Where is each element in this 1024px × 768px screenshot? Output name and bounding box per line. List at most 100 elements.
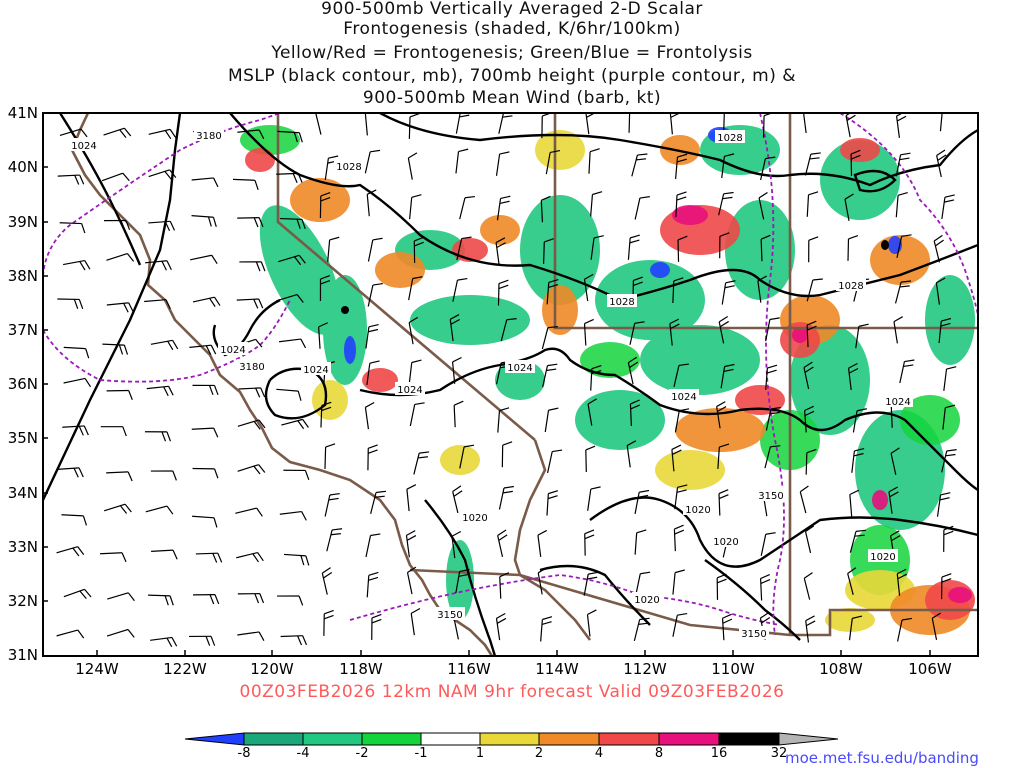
wind-barb-flag <box>210 344 217 355</box>
wind-barb-shaft <box>672 280 675 303</box>
wind-barb-flag <box>672 449 682 455</box>
wind-barb-shaft <box>547 451 553 474</box>
wind-barb-shaft <box>805 620 810 643</box>
wind-barb-flag <box>676 191 687 196</box>
wind-barb-flag <box>255 261 261 272</box>
wind-barb-flag <box>214 594 220 605</box>
wind-barb-flag <box>120 220 126 231</box>
wind-barb-flag <box>935 239 944 247</box>
wind-barb-flag <box>213 385 219 396</box>
wind-barb-flag <box>592 191 603 196</box>
wind-barb-shaft <box>63 346 86 350</box>
colorbar-label-32: 32 <box>770 746 788 761</box>
wind-barb-flag <box>544 238 554 243</box>
wind-barb-flag <box>904 359 915 363</box>
wind-barb-flag <box>945 453 956 457</box>
wind-barb-flag <box>848 362 858 369</box>
wind-barb-shaft <box>366 363 371 386</box>
wind-barb-flag <box>496 612 506 619</box>
wind-barb-shaft <box>321 573 328 595</box>
wind-barb-flag <box>127 592 135 602</box>
wind-barb-flag <box>587 576 598 580</box>
wind-barb-flag <box>298 595 304 606</box>
lon-label-114w: 114W <box>535 660 579 678</box>
wind-barb-flag <box>260 261 266 272</box>
wind-barb-flag <box>537 567 548 574</box>
height-contour-label-bg <box>237 359 267 372</box>
wind-barb-shaft <box>629 323 636 345</box>
wind-barb-shaft <box>495 153 501 176</box>
wind-barb-flag <box>460 110 470 112</box>
wind-barb-shaft <box>717 446 720 470</box>
wind-barb-flag <box>936 149 946 156</box>
wind-barb-flag <box>724 363 735 368</box>
mslp-contour-label-bg <box>883 394 913 407</box>
wind-barb-flag <box>257 552 264 562</box>
wind-barb-flag <box>83 425 89 436</box>
wind-barb-flag <box>81 223 86 234</box>
wind-barb-shaft <box>757 280 762 303</box>
wind-barb-shaft <box>495 242 500 265</box>
wind-barb-flag <box>937 154 947 161</box>
wind-barb-flag <box>757 275 767 282</box>
wind-barb-flag <box>502 441 513 446</box>
wind-barb-flag <box>673 277 684 282</box>
wind-barb-flag <box>123 344 129 355</box>
wind-barb-shaft <box>844 199 850 221</box>
wind-barb-flag <box>933 234 943 242</box>
wind-barb-flag <box>670 323 680 330</box>
wind-barb-flag <box>126 253 135 262</box>
wind-barb-flag <box>414 402 425 406</box>
wind-barb-flag <box>324 609 334 615</box>
wind-barb-flag <box>804 366 814 373</box>
wind-barb-flag <box>370 533 381 537</box>
wind-barb-flag <box>591 365 602 370</box>
wind-barb-flag <box>459 568 470 572</box>
wind-barb-shaft <box>634 197 641 220</box>
wind-barb-shaft <box>281 418 303 426</box>
wind-barb-flag <box>419 451 430 454</box>
wind-barb-shaft <box>585 113 590 135</box>
wind-barb-flag <box>209 594 215 605</box>
wind-barb-shaft <box>896 236 903 258</box>
lat-label-38n: 38N <box>7 267 38 285</box>
wind-barb-flag <box>716 573 727 579</box>
wind-barb-shaft <box>895 115 901 138</box>
mslp-contour-label-bg <box>334 159 364 172</box>
colorbar <box>184 732 839 746</box>
wind-barb-shaft <box>452 491 459 514</box>
wind-barb-flag <box>123 127 132 137</box>
wind-barb-shaft <box>497 535 504 558</box>
wind-barb-flag <box>165 299 171 310</box>
wind-barb-shaft <box>938 321 942 344</box>
wind-barb-flag <box>900 280 912 283</box>
wind-barb-flag <box>125 220 131 231</box>
wind-barb-flag <box>944 194 955 198</box>
wind-barb-flag <box>406 484 417 490</box>
wind-barbs <box>56 110 957 648</box>
wind-barb-flag <box>897 191 908 196</box>
wind-barb-shaft <box>365 326 370 349</box>
wind-barb-flag <box>760 578 771 585</box>
wind-barb-flag <box>253 217 259 228</box>
wind-barb-flag <box>368 328 379 333</box>
wind-barb-flag <box>853 452 864 457</box>
wind-barb-shaft <box>896 573 901 596</box>
wind-barb-shaft <box>849 494 853 517</box>
wind-barb-flag <box>169 129 177 139</box>
wind-barb-shaft <box>590 237 595 260</box>
wind-barb-flag <box>584 534 595 540</box>
wind-barb-flag <box>296 218 301 229</box>
wind-barb-flag <box>848 367 859 374</box>
wind-barb-shaft <box>587 403 593 426</box>
wind-barb-shaft <box>459 197 466 220</box>
wind-barb-flag <box>639 617 650 621</box>
wind-barb-shaft <box>627 362 634 385</box>
wind-barb-shaft <box>232 178 256 181</box>
credit-link[interactable]: moe.met.fsu.edu/banding <box>785 749 979 767</box>
wind-barb-flag <box>121 552 127 563</box>
colorbar-label-16: 16 <box>710 746 728 761</box>
wind-barb-flag <box>943 525 954 531</box>
wind-barb-flag <box>941 317 952 322</box>
wind-barb-flag <box>301 511 307 521</box>
